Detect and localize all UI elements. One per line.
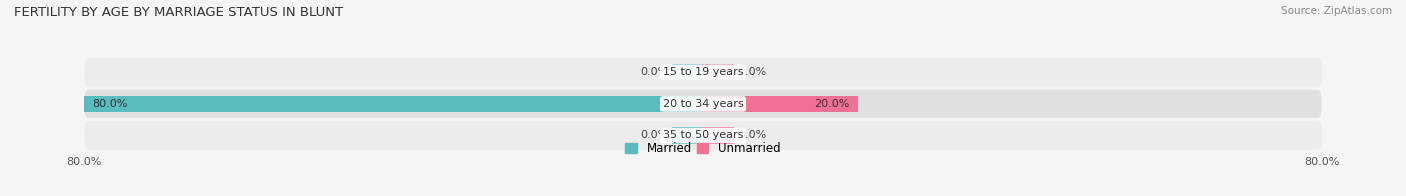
Bar (703, 64, 734, 81)
Text: 80.0%: 80.0% (91, 99, 128, 109)
Text: 20.0%: 20.0% (814, 99, 849, 109)
Bar (672, 127, 703, 144)
Bar (672, 64, 703, 81)
Bar (703, 96, 858, 112)
Text: 20 to 34 years: 20 to 34 years (662, 99, 744, 109)
Text: 0.0%: 0.0% (738, 67, 766, 77)
Text: 0.0%: 0.0% (640, 67, 668, 77)
Text: 35 to 50 years: 35 to 50 years (662, 131, 744, 141)
Text: FERTILITY BY AGE BY MARRIAGE STATUS IN BLUNT: FERTILITY BY AGE BY MARRIAGE STATUS IN B… (14, 6, 343, 19)
Text: 15 to 19 years: 15 to 19 years (662, 67, 744, 77)
Text: 0.0%: 0.0% (738, 131, 766, 141)
Legend: Married, Unmarried: Married, Unmarried (626, 142, 780, 155)
Text: 0.0%: 0.0% (640, 131, 668, 141)
FancyBboxPatch shape (84, 58, 1322, 86)
FancyBboxPatch shape (84, 90, 1322, 118)
Text: Source: ZipAtlas.com: Source: ZipAtlas.com (1281, 6, 1392, 16)
Bar (84, 96, 703, 112)
Bar (703, 127, 734, 144)
FancyBboxPatch shape (84, 121, 1322, 150)
